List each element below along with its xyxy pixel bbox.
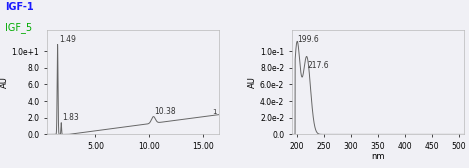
Text: 1.49: 1.49 xyxy=(59,35,76,44)
Text: IGF-1: IGF-1 xyxy=(5,2,33,12)
Text: 10.38: 10.38 xyxy=(155,107,176,116)
Y-axis label: AU: AU xyxy=(248,76,257,88)
Text: 1: 1 xyxy=(212,109,216,115)
Text: 199.6: 199.6 xyxy=(297,35,319,44)
Y-axis label: AU: AU xyxy=(0,76,9,88)
Text: 217.6: 217.6 xyxy=(307,61,329,70)
Text: 1.83: 1.83 xyxy=(62,113,79,122)
Text: IGF_5: IGF_5 xyxy=(5,22,32,33)
X-axis label: nm: nm xyxy=(371,152,385,161)
